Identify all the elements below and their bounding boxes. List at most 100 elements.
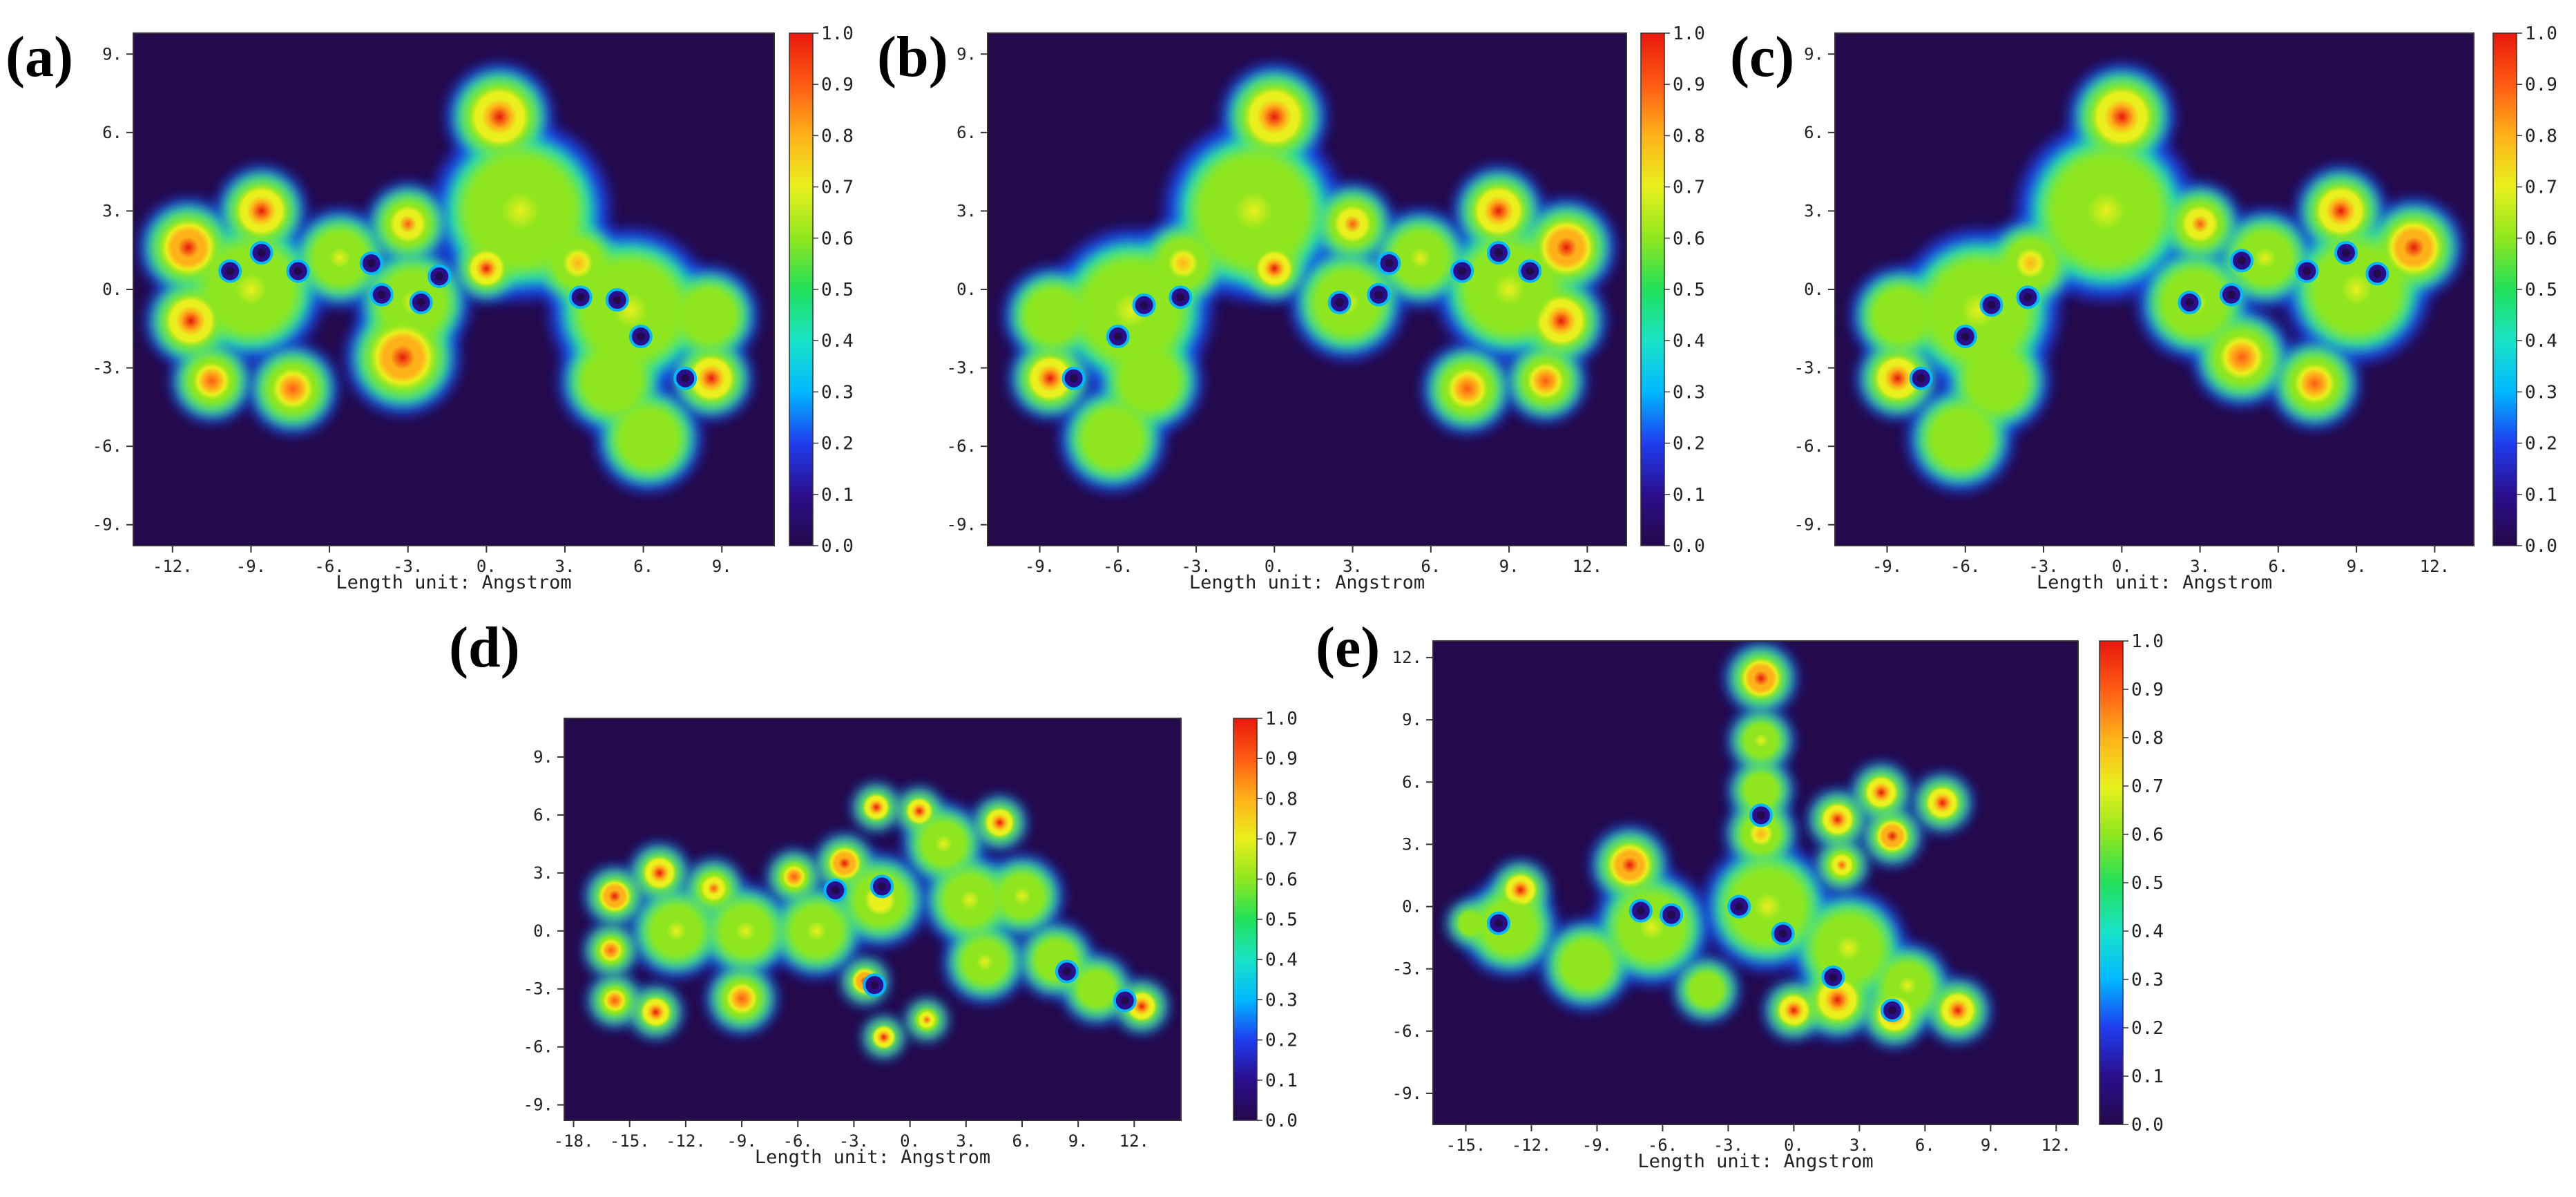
- atom-center: [2373, 269, 2382, 278]
- basin-core: [158, 218, 218, 278]
- x-tick-label: -6.: [1648, 1136, 1678, 1155]
- basin-core: [941, 871, 999, 929]
- colorbar: [789, 32, 814, 546]
- y-tick-label: 9.: [102, 44, 122, 64]
- y-tick-label: 6.: [102, 123, 122, 142]
- x-tick-label: -12.: [153, 557, 193, 576]
- basin-core: [1928, 406, 1992, 471]
- atom-center: [1176, 293, 1185, 302]
- atom-center: [1120, 996, 1129, 1005]
- atom-center: [416, 298, 425, 307]
- x-tick-label: 3.: [956, 1131, 976, 1151]
- colorbar: [2492, 32, 2517, 546]
- panel-d: (d) -18. -15. -12. -9. -6. -3. 0. 3. 6. 9. 12. 9. 6. 3…: [449, 615, 1298, 1168]
- x-tick-label: 3.: [1849, 1136, 1869, 1155]
- basin-core: [1025, 353, 1075, 403]
- colorbar-tick-label: 0.8: [2131, 728, 2164, 749]
- atom-center: [1069, 374, 1078, 383]
- basin-core: [862, 793, 891, 822]
- x-axis-title: Length unit: Angstrom: [1189, 572, 1425, 593]
- atom-center: [226, 267, 235, 276]
- y-tick-label: -9.: [93, 515, 122, 535]
- panel-label: (b): [877, 25, 948, 89]
- basin-core: [186, 356, 237, 406]
- basin-core: [1327, 199, 1378, 249]
- basin-core: [997, 871, 1047, 921]
- basin-core: [1023, 285, 1083, 345]
- colorbar-tick-label: 0.5: [1673, 280, 1705, 300]
- x-tick-label: 9.: [2347, 557, 2367, 576]
- y-tick-label: 3.: [1402, 834, 1422, 854]
- basin-core: [597, 878, 633, 914]
- atom-center: [367, 259, 376, 268]
- basin-core: [642, 855, 677, 891]
- x-tick-label: 0.: [1265, 557, 1285, 576]
- x-axis-title: Length unit: Angstrom: [755, 1147, 990, 1168]
- atom-center: [1987, 300, 1996, 309]
- x-tick-label: -3.: [393, 557, 423, 576]
- basin-core: [648, 902, 705, 959]
- elf-field: [1004, 64, 1615, 491]
- x-tick-label: 9.: [1068, 1131, 1088, 1151]
- y-tick-label: 9.: [1402, 710, 1422, 729]
- atom-center: [681, 374, 690, 383]
- colorbar-tick-label: 0.6: [2131, 825, 2164, 845]
- colorbar-tick-label: 0.3: [2525, 382, 2557, 403]
- colorbar-tick-label: 0.9: [1265, 749, 1298, 769]
- basin-core: [1390, 228, 1450, 288]
- x-tick-label: -15.: [610, 1131, 650, 1151]
- colorbar-tick-label: 0.6: [821, 229, 854, 249]
- colorbar-tick-label: 0.3: [1265, 990, 1298, 1011]
- colorbar-tick-label: 0.5: [2525, 280, 2557, 300]
- colorbar-tick-label: 0.1: [2525, 485, 2557, 506]
- colorbar-tick-label: 0.2: [1265, 1031, 1298, 1051]
- basin-core: [1616, 892, 1687, 963]
- y-tick-label: 3.: [533, 863, 553, 883]
- colorbar-tick-label: 0.2: [2131, 1018, 2164, 1039]
- basin-core: [1925, 785, 1961, 821]
- colorbar-tick-label: 1.0: [1265, 709, 1298, 729]
- panel-e: (e) -15. -12. -9. -6. -3. 0. 3. 6. 9. 12. 12. 9. 6. 3.…: [1316, 615, 2164, 1172]
- y-tick-label: -9.: [1392, 1084, 1422, 1103]
- colorbar-tick-label: 0.4: [821, 331, 854, 352]
- basin-core: [720, 977, 763, 1020]
- basin-core: [1820, 801, 1856, 838]
- colorbar-tick-label: 0.2: [1673, 434, 1705, 454]
- y-tick-label: -6.: [93, 437, 122, 456]
- basin-core: [1928, 260, 2028, 361]
- atom-center: [2227, 290, 2236, 299]
- x-tick-label: -3.: [1181, 557, 1211, 576]
- basin-core: [827, 845, 863, 881]
- colorbar-tick-label: 0.7: [2131, 776, 2164, 797]
- basin-core: [467, 84, 532, 149]
- colorbar-tick-label: 0.6: [2525, 229, 2557, 249]
- basin-core: [616, 406, 681, 471]
- basin-core: [466, 248, 507, 289]
- y-tick-label: -6.: [1794, 437, 1824, 456]
- y-tick-label: -3.: [93, 358, 122, 378]
- colorbar-tick-label: 0.0: [2131, 1115, 2164, 1136]
- atom-center: [1385, 259, 1394, 268]
- panel-label: (c): [1730, 25, 1794, 89]
- colorbar-tick-label: 0.1: [2131, 1066, 2164, 1087]
- basin-core: [1741, 720, 1781, 760]
- y-tick-label: 0.: [1804, 280, 1824, 299]
- colorbar-tick-label: 1.0: [2131, 631, 2164, 652]
- atom-center: [1062, 967, 1071, 976]
- basin-core: [163, 293, 218, 348]
- x-tick-label: 6.: [1915, 1136, 1935, 1155]
- y-tick-label: 6.: [1402, 772, 1422, 792]
- atom-center: [1735, 902, 1744, 911]
- y-tick-label: 0.: [1402, 897, 1422, 917]
- colorbar-tick-label: 0.3: [821, 382, 854, 403]
- colorbar-tick-label: 0.6: [1673, 229, 1705, 249]
- basin-core: [1741, 770, 1781, 810]
- basin-core: [1938, 990, 1978, 1031]
- y-tick-label: 6.: [533, 805, 553, 825]
- colorbar-tick-label: 0.3: [1673, 382, 1705, 403]
- basin-core: [2003, 236, 2058, 291]
- basin-core: [598, 984, 631, 1017]
- y-tick-label: 6.: [957, 123, 977, 142]
- basin-core: [778, 861, 810, 893]
- basin-core: [265, 361, 320, 416]
